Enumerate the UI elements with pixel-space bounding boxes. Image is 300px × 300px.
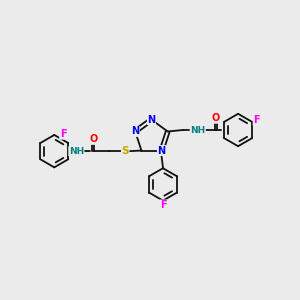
Text: N: N	[131, 127, 139, 136]
Text: O: O	[212, 113, 220, 123]
Text: N: N	[158, 146, 166, 156]
Text: O: O	[89, 134, 97, 144]
Text: NH: NH	[190, 125, 206, 134]
Text: S: S	[122, 146, 129, 156]
Text: N: N	[147, 115, 155, 125]
Text: F: F	[160, 200, 166, 210]
Text: F: F	[60, 129, 66, 139]
Text: F: F	[253, 116, 260, 125]
Text: NH: NH	[69, 147, 84, 156]
